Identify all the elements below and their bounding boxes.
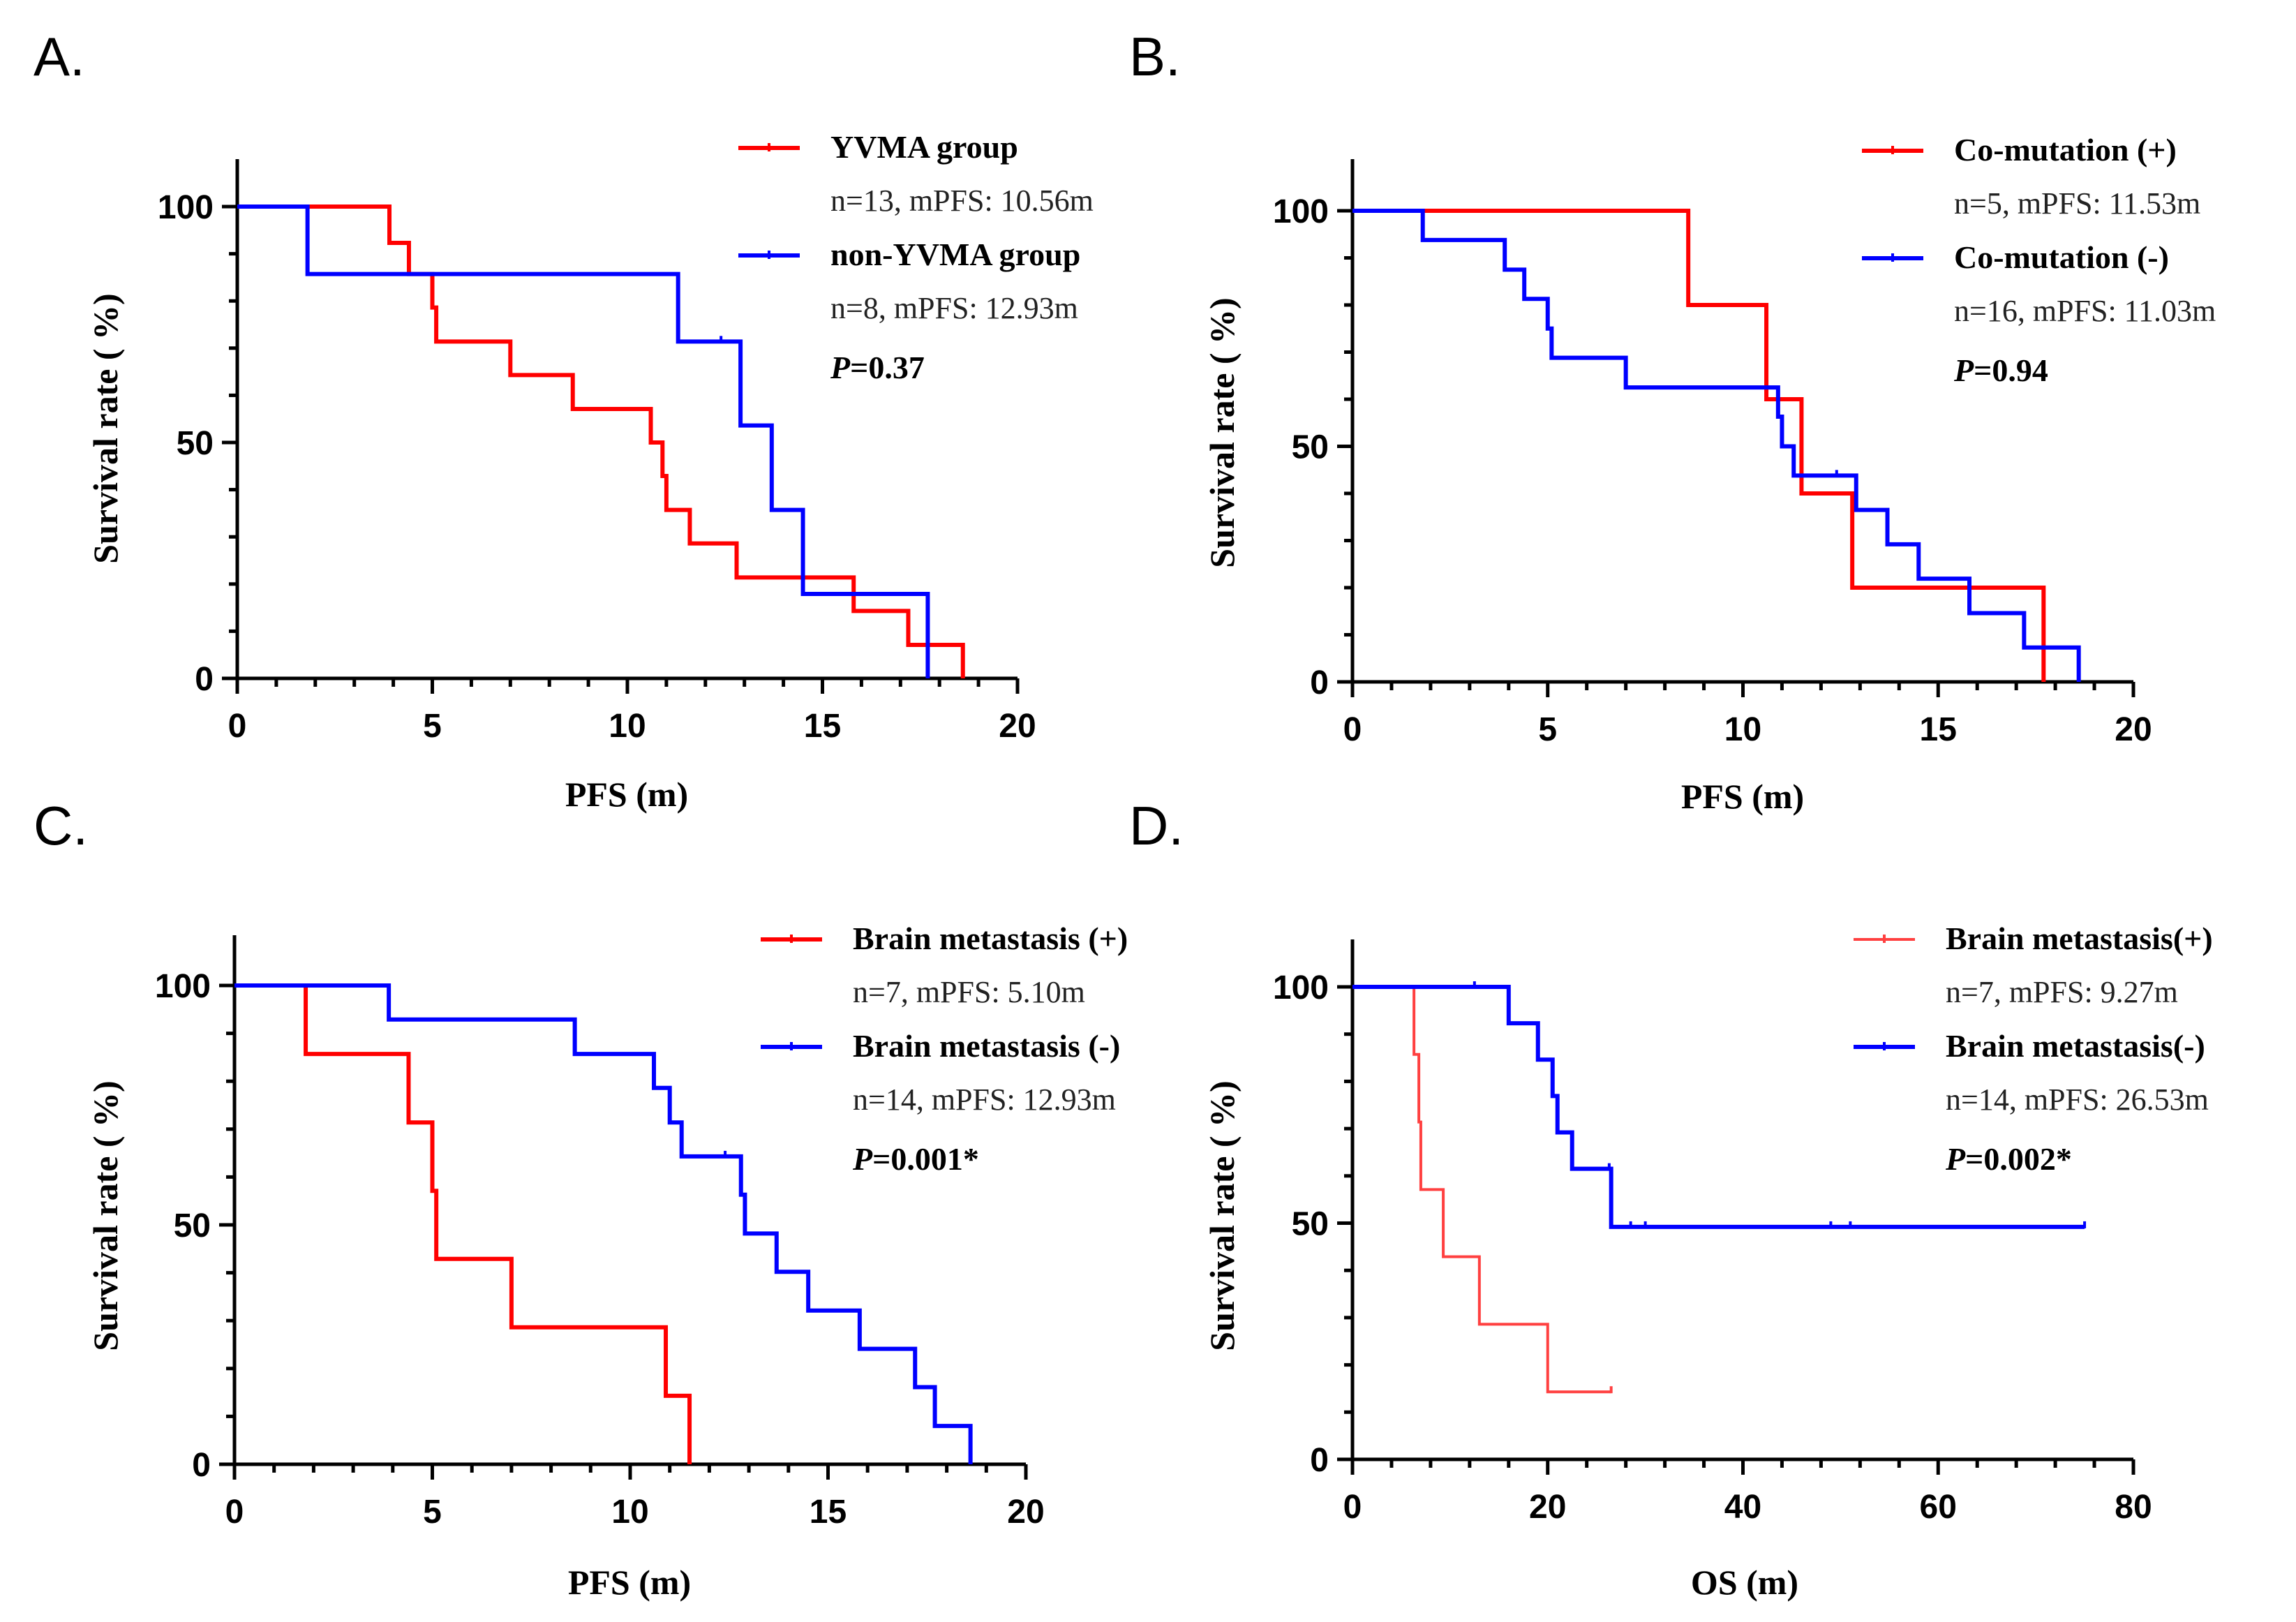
panel-b: B. 0 50 100 0 5 10 15 20 Co-mutation (+) n=5, mPF… [1129, 26, 2216, 816]
y-tick-label: 0 [1310, 664, 1329, 701]
survival-curve-blue [1352, 985, 2085, 1229]
p-value-prefix: P [1953, 352, 1974, 388]
legend-label: Brain metastasis(-) [1946, 1028, 2205, 1064]
survival-curve-red [237, 204, 965, 678]
legend-stats: n=14, mPFS: 26.53m [1946, 1082, 2209, 1117]
y-tick-label: 0 [192, 1447, 211, 1484]
legend: Co-mutation (+) n=5, mPFS: 11.53m Co-mutat… [1862, 132, 2216, 388]
panel-label: C. [33, 795, 88, 856]
p-value: P=0.002* [1945, 1141, 2072, 1177]
x-tick-label: 10 [611, 1494, 648, 1531]
x-tick-label: 20 [2115, 711, 2152, 748]
y-tick-label: 50 [1292, 1206, 1329, 1243]
survival-curve-red [1352, 209, 2046, 682]
legend-stats: n=7, mPFS: 5.10m [853, 975, 1085, 1009]
legend-label: non-YVMA group [830, 237, 1080, 272]
x-axis-title: PFS (m) [568, 1563, 691, 1602]
legend: YVMA group n=13, mPFS: 10.56m non-YVMA gro… [738, 129, 1094, 385]
y-tick-label: 50 [174, 1207, 211, 1244]
legend-stats: n=5, mPFS: 11.53m [1954, 186, 2200, 221]
x-tick-label: 5 [1538, 711, 1557, 748]
panel-label: B. [1129, 26, 1181, 87]
y-tick-label: 100 [1273, 193, 1329, 230]
y-tick-label: 50 [1292, 429, 1329, 466]
legend-label: Brain metastasis (+) [853, 921, 1128, 956]
panel-label: D. [1129, 795, 1184, 856]
x-tick-label: 0 [228, 708, 247, 745]
legend-label: Brain metastasis(+) [1946, 921, 2213, 956]
plot-area: 0 50 100 0 20 40 60 80 Brain metastasis(+) n=7, m… [1273, 921, 2213, 1526]
x-tick-label: 40 [1724, 1489, 1761, 1526]
panel-a: A. 0 50 100 0 5 10 15 20 YVMA group n=13, mPFS: 1… [33, 26, 1094, 814]
legend-stats: n=8, mPFS: 12.93m [830, 291, 1078, 325]
x-tick-label: 15 [804, 708, 841, 745]
legend-stats: n=14, mPFS: 12.93m [853, 1082, 1116, 1117]
p-value-number: =0.002* [1965, 1141, 2072, 1177]
x-tick-label: 5 [423, 708, 442, 745]
y-tick-label: 100 [158, 189, 214, 226]
y-tick-label: 0 [195, 661, 214, 698]
y-tick-label: 0 [1310, 1442, 1329, 1479]
x-tick-label: 20 [999, 708, 1036, 745]
x-tick-label: 10 [609, 708, 646, 745]
x-axis-title: PFS (m) [1681, 777, 1804, 816]
x-tick-label: 15 [1920, 711, 1957, 748]
legend-stats: n=16, mPFS: 11.03m [1954, 294, 2216, 328]
x-tick-label: 10 [1724, 711, 1761, 748]
x-tick-label: 15 [810, 1494, 847, 1531]
x-tick-label: 80 [2115, 1489, 2152, 1526]
x-tick-label: 20 [1007, 1494, 1044, 1531]
legend-label: Co-mutation (-) [1954, 239, 2169, 275]
p-value-prefix: P [1945, 1141, 1966, 1177]
x-tick-label: 20 [1529, 1489, 1566, 1526]
y-tick-label: 100 [1273, 969, 1329, 1006]
x-axis-title: PFS (m) [565, 775, 688, 814]
y-axis-title: Survival rate ( %) [86, 293, 125, 563]
x-tick-label: 0 [1343, 711, 1362, 748]
survival-curve-blue [234, 983, 973, 1464]
p-value-number: =0.94 [1974, 352, 2048, 388]
x-tick-label: 0 [1343, 1489, 1362, 1526]
legend: Brain metastasis (+) n=7, mPFS: 5.10m Brai… [761, 921, 1128, 1177]
p-value-prefix: P [852, 1141, 873, 1177]
survival-curve-red [234, 983, 692, 1464]
legend-stats: n=13, mPFS: 10.56m [830, 184, 1094, 218]
legend-label: Brain metastasis (-) [853, 1028, 1120, 1064]
legend-label: Co-mutation (+) [1954, 132, 2177, 168]
y-tick-label: 50 [177, 425, 214, 462]
p-value-number: =0.001* [872, 1141, 979, 1177]
p-value: P=0.37 [830, 350, 925, 385]
legend-label: YVMA group [830, 129, 1018, 165]
x-tick-label: 60 [1920, 1489, 1957, 1526]
p-value-number: =0.37 [850, 350, 925, 385]
p-value-prefix: P [830, 350, 851, 385]
plot-area: 0 50 100 0 5 10 15 20 YVMA group n=13, mPFS: 10.5… [158, 129, 1094, 745]
y-axis-title: Survival rate ( %) [86, 1080, 125, 1351]
panel-c: C. 0 50 100 0 5 10 15 20 Brain metastasis (+) n=7… [33, 795, 1128, 1602]
p-value: P=0.001* [852, 1141, 979, 1177]
x-axis-title: OS (m) [1691, 1563, 1798, 1602]
plot-area: 0 50 100 0 5 10 15 20 Co-mutation (+) n=5, mPFS: … [1273, 132, 2216, 748]
y-axis-title: Survival rate ( %) [1202, 1080, 1242, 1351]
survival-curve-red [1352, 985, 1611, 1394]
x-tick-label: 5 [423, 1494, 442, 1531]
panel-d: D. 0 50 100 0 20 40 60 80 Brain metastasis(+) n=7… [1129, 795, 2213, 1602]
panel-label: A. [33, 26, 85, 87]
legend-stats: n=7, mPFS: 9.27m [1946, 975, 2178, 1009]
y-tick-label: 100 [155, 968, 211, 1005]
survival-curve-blue [237, 204, 930, 678]
legend: Brain metastasis(+) n=7, mPFS: 9.27m Brain… [1854, 921, 2213, 1177]
survival-curve-blue [1352, 209, 2081, 682]
y-axis-title: Survival rate ( %) [1202, 297, 1242, 567]
p-value: P=0.94 [1953, 352, 2048, 388]
x-tick-label: 0 [225, 1494, 244, 1531]
plot-area: 0 50 100 0 5 10 15 20 Brain metastasis (+) n=7, m… [155, 921, 1128, 1531]
